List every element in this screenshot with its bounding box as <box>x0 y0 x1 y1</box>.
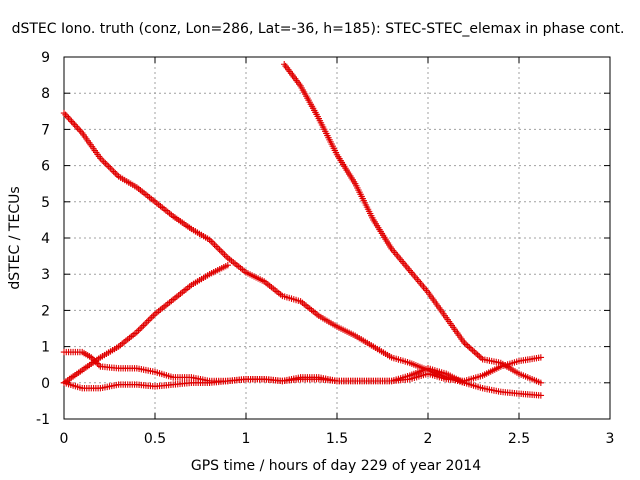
y-tick-label: 5 <box>41 195 50 211</box>
data-series <box>60 61 545 399</box>
x-tick-label: 0 <box>60 431 69 447</box>
data-point-interp <box>222 253 230 260</box>
x-tick-label: 2 <box>424 431 433 447</box>
data-point-interp <box>138 323 145 331</box>
data-point-interp <box>213 243 220 250</box>
axis-ticks <box>63 56 611 420</box>
data-point-interp <box>146 315 154 323</box>
data-point-interp <box>476 353 483 360</box>
data-point-interp <box>217 248 225 255</box>
data-point-interp <box>91 357 98 364</box>
data-point-interp <box>65 114 72 122</box>
data-point-interp <box>469 347 476 354</box>
y-tick-labels: -1 0 1 2 3 4 5 6 7 8 9 <box>36 50 50 428</box>
data-point-interp <box>98 156 106 164</box>
data-point-interp <box>221 251 228 258</box>
data-point-interp <box>143 319 150 326</box>
data-point <box>537 392 545 399</box>
data-point-interp <box>467 345 475 353</box>
data-point-interp <box>94 360 101 367</box>
y-tick-label: 9 <box>41 50 50 66</box>
data-point <box>537 379 545 386</box>
data-point-interp <box>68 118 75 125</box>
x-axis-label: GPS time / hours of day 229 of year 2014 <box>191 458 481 474</box>
data-point-interp <box>112 169 119 177</box>
data-point <box>88 354 95 361</box>
data-point-interp <box>92 358 100 366</box>
data-point-interp <box>135 327 142 334</box>
data-point-interp <box>77 128 84 135</box>
y-tick-label: 3 <box>41 267 50 283</box>
data-point-interp <box>110 168 117 175</box>
data-point-interp <box>95 361 103 369</box>
data-point-interp <box>216 246 223 253</box>
data-point-interp <box>140 322 147 329</box>
y-tick-label: 8 <box>41 86 50 102</box>
data-point <box>537 354 545 361</box>
data-point-interp <box>219 249 227 257</box>
x-tick-label: 2.5 <box>508 431 530 447</box>
data-point-interp <box>62 111 69 118</box>
x-tick-label: 1 <box>242 431 251 447</box>
data-point-interp <box>103 161 111 169</box>
y-axis-label: dSTEC / TECUs <box>7 186 23 289</box>
data-point-interp <box>72 123 80 130</box>
y-tick-label: 6 <box>41 159 50 175</box>
data-point-interp <box>105 163 112 170</box>
series-arc-5 <box>60 354 545 392</box>
data-point-interp <box>148 314 155 321</box>
data-point-interp <box>69 119 77 127</box>
y-tick-label: 0 <box>41 376 50 392</box>
data-point <box>60 109 68 117</box>
data-point-interp <box>150 312 157 319</box>
data-point-interp <box>113 171 121 179</box>
data-point-interp <box>211 241 218 248</box>
data-point-interp <box>145 317 152 324</box>
data-point-interp <box>141 320 149 328</box>
data-point-interp <box>75 126 83 133</box>
data-point-interp <box>472 350 480 357</box>
data-point-interp <box>208 238 215 245</box>
data-point-interp <box>102 160 109 167</box>
series-arc-4 <box>60 348 545 399</box>
data-point-interp <box>209 239 217 247</box>
data-point <box>224 261 231 269</box>
data-point-interp <box>464 342 471 350</box>
data-point-interp <box>66 116 74 123</box>
x-tick-label: 0.5 <box>144 431 166 447</box>
data-point-interp <box>474 351 481 359</box>
y-tick-label: 7 <box>41 122 50 138</box>
data-point-interp <box>100 158 107 165</box>
series-arc-2 <box>60 109 468 386</box>
y-tick-label: -1 <box>36 412 50 428</box>
data-point-interp <box>471 348 478 356</box>
x-tick-labels: 0 0.5 1 1.5 2 2.5 3 <box>60 431 615 447</box>
data-point-interp <box>214 244 222 252</box>
series-arc-1 <box>281 61 545 386</box>
y-tick-label: 4 <box>41 231 50 247</box>
data-point-interp <box>136 325 144 333</box>
data-point-interp <box>108 166 116 174</box>
data-point-interp <box>466 344 473 351</box>
gridlines <box>64 57 610 419</box>
y-tick-label: 1 <box>41 340 50 356</box>
data-point-interp <box>71 121 78 128</box>
data-point-interp <box>89 355 97 363</box>
data-point-interp <box>74 124 81 132</box>
chart-title: dSTEC Iono. truth (conz, Lon=286, Lat=-3… <box>12 21 625 37</box>
y-tick-label: 2 <box>41 303 50 319</box>
data-point-interp <box>107 165 114 172</box>
data-point-interp <box>63 113 71 120</box>
x-tick-label: 1.5 <box>326 431 348 447</box>
data-point-interp <box>462 341 470 348</box>
x-tick-label: 3 <box>606 431 615 447</box>
series-arc-3 <box>60 261 231 386</box>
